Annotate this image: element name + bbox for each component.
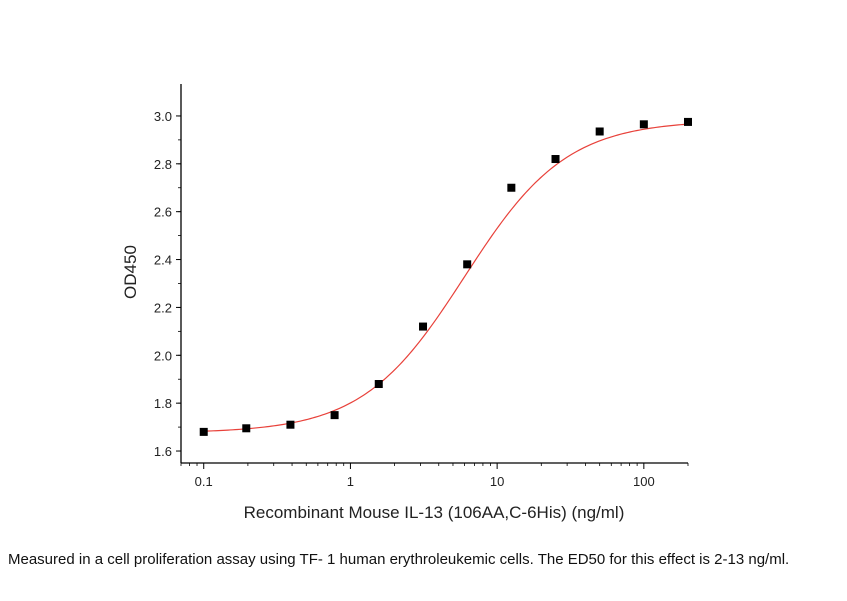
y-tick-label: 2.8 (154, 157, 172, 172)
data-point (684, 117, 692, 126)
data-point (242, 424, 251, 433)
fit-curve (203, 123, 689, 432)
y-tick-label: 2.0 (154, 348, 172, 363)
data-point (507, 183, 516, 192)
data-point (639, 120, 648, 129)
x-tick-label: 0.1 (195, 474, 213, 489)
data-point (199, 427, 208, 436)
x-axis-label: Recombinant Mouse IL-13 (106AA,C-6His) (… (244, 503, 625, 522)
figure-caption: Measured in a cell proliferation assay u… (8, 551, 790, 568)
data-point (374, 380, 383, 389)
x-tick-label: 100 (633, 474, 655, 489)
data-point (419, 322, 428, 331)
data-points (199, 117, 692, 436)
data-point (595, 127, 604, 136)
x-tick-label: 1 (347, 474, 354, 489)
y-tick-label: 1.6 (154, 444, 172, 459)
data-point (330, 411, 339, 420)
chart-axes: 1.6 1.8 2.0 2.2 2.4 2.6 2.8 3.0 0.1 1 10 100 (154, 84, 689, 489)
x-tick-label: 10 (490, 474, 504, 489)
data-point (463, 260, 472, 269)
y-tick-label: 3.0 (154, 109, 172, 124)
data-point (551, 155, 560, 164)
y-tick-label: 2.4 (154, 253, 172, 268)
y-tick-label: 1.8 (154, 396, 172, 411)
y-tick-label: 2.6 (154, 205, 172, 220)
y-axis-label: OD450 (121, 245, 140, 299)
y-tick-label: 2.2 (154, 300, 172, 315)
data-point (286, 420, 295, 429)
dose-response-chart: 1.61.82.02.22.42.62.83.00.1 1 10 100 OD450 … (121, 84, 692, 522)
